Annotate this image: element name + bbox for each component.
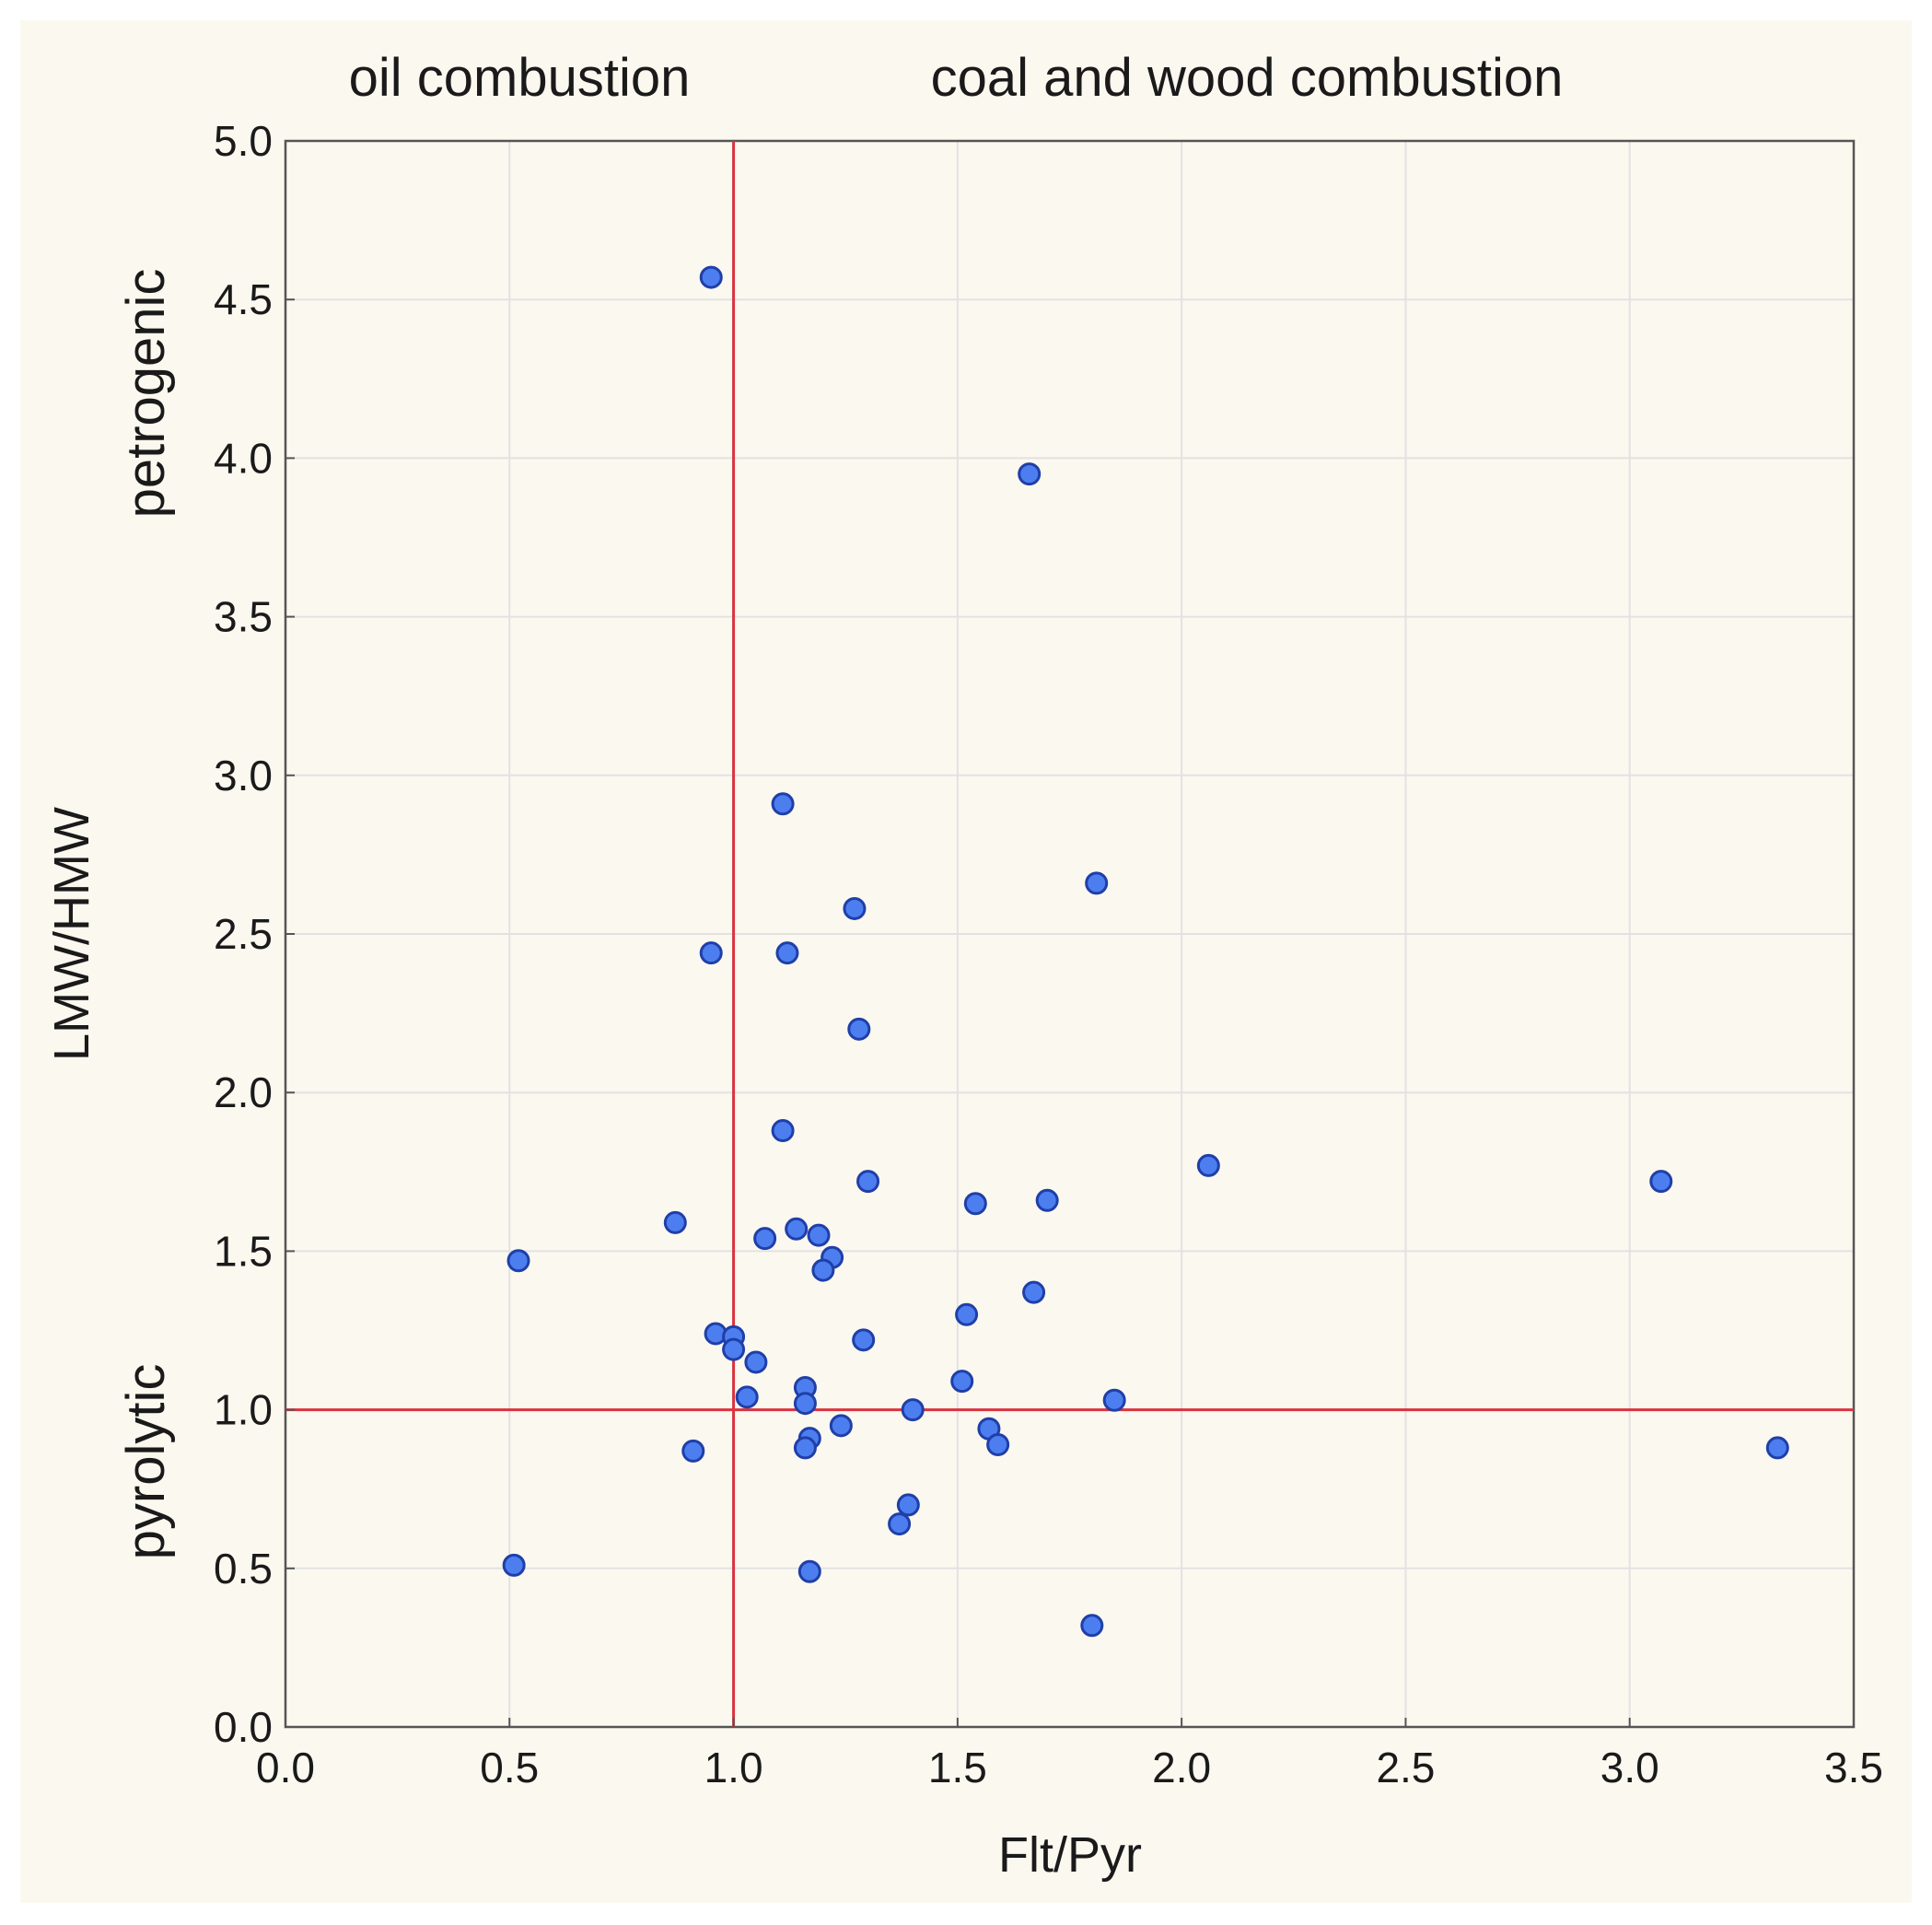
data-point [1018,462,1042,486]
data-point [744,1350,768,1374]
y-tick-label: 4.5 [214,275,273,323]
data-point [901,1398,925,1422]
scatter-chart: 0.0 0.5 1.0 1.5 2.0 2.5 3.0 3.5 0.0 0.5 1.0 1.5 2.0… [44,48,1883,1883]
region-label-pyrolytic: pyrolytic [116,1364,176,1560]
data-point [722,1337,746,1361]
data-point [771,792,795,816]
data-point [888,1512,912,1536]
y-tick-label: 2.5 [214,910,273,958]
data-point [797,1559,821,1583]
data-point [807,1223,831,1247]
data-point [1102,1388,1126,1412]
data-point [896,1493,920,1517]
data-point [506,1249,530,1273]
y-tick-label: 5.0 [214,117,273,165]
data-point [1022,1280,1046,1304]
x-tick-label: 2.0 [1152,1744,1211,1791]
region-label-oil-combustion: oil combustion [349,48,691,108]
data-point [753,1227,777,1251]
data-point [1035,1188,1059,1212]
data-point [793,1436,817,1460]
data-point [955,1302,979,1326]
data-point [843,896,867,920]
data-point [663,1210,687,1234]
data-point [775,941,799,965]
data-point [852,1328,876,1352]
data-point [1085,871,1109,895]
data-point [1196,1153,1220,1177]
data-point [986,1432,1010,1456]
y-tick-label: 1.5 [214,1227,273,1275]
data-point [963,1192,987,1216]
data-point [1080,1614,1104,1638]
data-point [950,1370,974,1394]
grid [285,140,1855,1728]
data-point [771,1119,795,1143]
data-point [811,1258,835,1282]
data-point [699,941,723,965]
y-tick-label: 3.5 [214,593,273,641]
data-point [699,265,723,289]
data-point [856,1170,880,1194]
data-point [1765,1436,1789,1460]
data-point [1649,1170,1673,1194]
data-point [847,1017,871,1041]
reference-lines [285,141,1854,1727]
data-point [681,1439,705,1463]
y-tick-label: 2.0 [214,1068,273,1116]
data-point [502,1553,526,1577]
x-tick-label: 1.5 [928,1744,987,1791]
y-axis-ticks: 0.0 0.5 1.0 1.5 2.0 2.5 3.0 3.5 4.0 4.5 5.0 [214,117,295,1751]
x-axis-ticks: 0.0 0.5 1.0 1.5 2.0 2.5 3.0 3.5 [256,1718,1883,1791]
y-tick-label: 0.0 [214,1703,273,1751]
data-point [735,1385,759,1409]
figure: 0.0 0.5 1.0 1.5 2.0 2.5 3.0 3.5 0.0 0.5 1.0 1.5 2.0… [20,20,1912,1903]
x-tick-label: 2.5 [1376,1744,1435,1791]
x-tick-label: 1.0 [704,1744,763,1791]
x-tick-label: 0.5 [480,1744,539,1791]
data-point [829,1414,853,1438]
data-point [793,1392,817,1416]
x-tick-label: 0.0 [256,1744,315,1791]
data-points [502,265,1789,1638]
x-axis-title: Flt/Pyr [998,1827,1142,1883]
y-tick-label: 1.0 [214,1386,273,1434]
x-tick-label: 3.0 [1600,1744,1659,1791]
x-tick-label: 3.5 [1824,1744,1883,1791]
y-tick-label: 3.0 [214,752,273,799]
y-tick-label: 4.0 [214,434,273,482]
region-label-petrogenic: petrogenic [116,269,176,519]
y-tick-label: 0.5 [214,1545,273,1592]
region-label-coal-wood-combustion: coal and wood combustion [931,48,1564,108]
y-axis-title: LMW/HMW [44,807,99,1061]
data-point [785,1217,809,1241]
